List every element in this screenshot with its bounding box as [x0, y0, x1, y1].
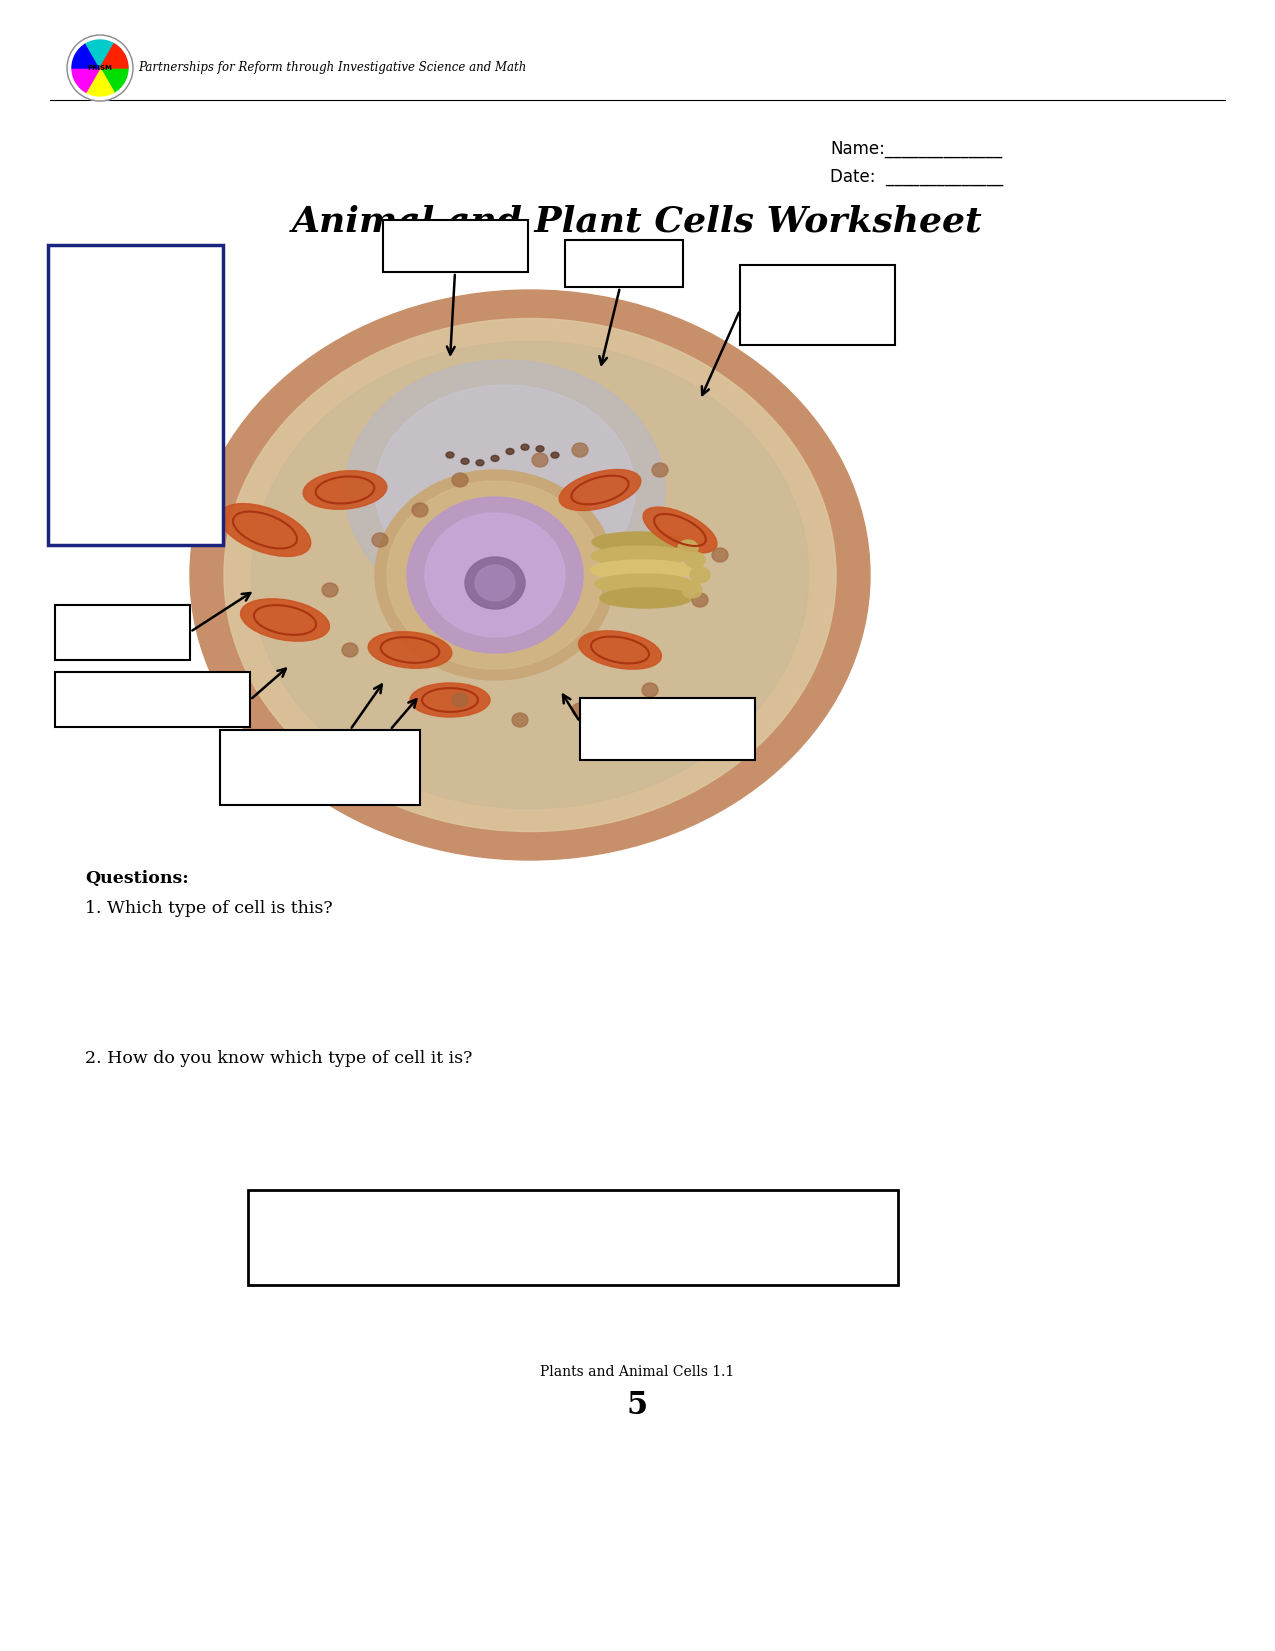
Wedge shape: [99, 43, 128, 68]
Ellipse shape: [476, 565, 515, 601]
Wedge shape: [85, 40, 113, 68]
Ellipse shape: [682, 583, 703, 598]
Ellipse shape: [685, 551, 705, 568]
Ellipse shape: [219, 504, 311, 556]
Text: Nucleus: Nucleus: [57, 329, 139, 347]
Ellipse shape: [643, 684, 658, 697]
Ellipse shape: [323, 583, 338, 598]
Ellipse shape: [346, 360, 666, 621]
Wedge shape: [85, 68, 113, 96]
Ellipse shape: [388, 480, 603, 669]
Ellipse shape: [643, 507, 717, 553]
Ellipse shape: [678, 540, 697, 556]
Ellipse shape: [425, 513, 565, 637]
Bar: [48, 244, 223, 545]
Ellipse shape: [241, 599, 329, 641]
Ellipse shape: [536, 446, 544, 452]
Circle shape: [68, 35, 133, 101]
Ellipse shape: [692, 593, 708, 608]
Text: 2. How do you know which type of cell it is?: 2. How do you know which type of cell it…: [85, 1050, 472, 1067]
Ellipse shape: [592, 546, 688, 566]
Text: 1. Which type of cell is this?: 1. Which type of cell is this?: [85, 900, 333, 916]
Text: Questions:: Questions:: [85, 870, 189, 887]
Ellipse shape: [368, 632, 451, 669]
Ellipse shape: [303, 471, 386, 509]
Ellipse shape: [375, 385, 635, 594]
Ellipse shape: [601, 588, 692, 608]
Ellipse shape: [462, 459, 469, 464]
Text: Date:  ______________: Date: ______________: [830, 168, 1003, 187]
Text: Source: Oxford Illustrated Science Encyclopedia:: Source: Oxford Illustrated Science Encyc…: [266, 1209, 648, 1222]
Ellipse shape: [375, 471, 615, 680]
Ellipse shape: [465, 556, 525, 609]
Ellipse shape: [190, 291, 870, 860]
Text: ER: ER: [57, 433, 87, 451]
Ellipse shape: [476, 459, 484, 466]
Bar: [740, 266, 895, 345]
Ellipse shape: [592, 532, 683, 551]
Text: Partnerships for Reform through Investigative Science and Math: Partnerships for Reform through Investig…: [138, 61, 527, 74]
Wedge shape: [71, 68, 99, 92]
Text: Cytoplasm: Cytoplasm: [57, 398, 162, 416]
Ellipse shape: [521, 444, 529, 451]
Text: Cell Membrane: Cell Membrane: [57, 504, 210, 522]
Ellipse shape: [532, 452, 548, 467]
Bar: [249, 1190, 898, 1284]
Bar: [382, 220, 528, 272]
Ellipse shape: [372, 533, 388, 546]
Bar: [55, 672, 250, 726]
Text: http://www.oup.co.uk/oxed/children/oise/pictures/nature/: http://www.oup.co.uk/oxed/children/oise/…: [266, 1242, 706, 1256]
Ellipse shape: [690, 566, 710, 583]
Ellipse shape: [491, 456, 499, 461]
Bar: [221, 730, 419, 806]
Bar: [565, 239, 683, 287]
Text: Plants and Animal Cells 1.1: Plants and Animal Cells 1.1: [539, 1365, 734, 1379]
Ellipse shape: [407, 497, 583, 654]
Ellipse shape: [453, 693, 468, 707]
Ellipse shape: [453, 472, 468, 487]
Ellipse shape: [506, 449, 514, 454]
Text: Ribosome: Ribosome: [57, 467, 156, 485]
Ellipse shape: [579, 631, 662, 669]
Ellipse shape: [251, 342, 808, 809]
Text: 5: 5: [626, 1390, 648, 1422]
Ellipse shape: [412, 504, 428, 517]
Ellipse shape: [572, 442, 588, 457]
Bar: [55, 604, 190, 660]
Ellipse shape: [595, 575, 694, 594]
Ellipse shape: [342, 642, 358, 657]
Ellipse shape: [572, 703, 588, 717]
Ellipse shape: [560, 469, 641, 510]
Wedge shape: [71, 43, 99, 68]
Bar: [580, 698, 755, 759]
Ellipse shape: [652, 462, 668, 477]
Text: PRISM: PRISM: [88, 64, 112, 71]
Text: Golgi Body: Golgi Body: [57, 363, 166, 381]
Ellipse shape: [224, 319, 836, 832]
Ellipse shape: [711, 548, 728, 561]
Ellipse shape: [551, 452, 558, 457]
Text: Animal and Plant Cells Worksheet: Animal and Plant Cells Worksheet: [292, 205, 982, 239]
Wedge shape: [99, 68, 128, 92]
Ellipse shape: [513, 713, 528, 726]
Ellipse shape: [446, 452, 454, 457]
Text: Mitochondria: Mitochondria: [57, 292, 191, 310]
Ellipse shape: [590, 560, 694, 580]
Ellipse shape: [411, 684, 490, 717]
Text: Word Bank: Word Bank: [57, 258, 178, 276]
Text: Name:______________: Name:______________: [830, 140, 1002, 158]
